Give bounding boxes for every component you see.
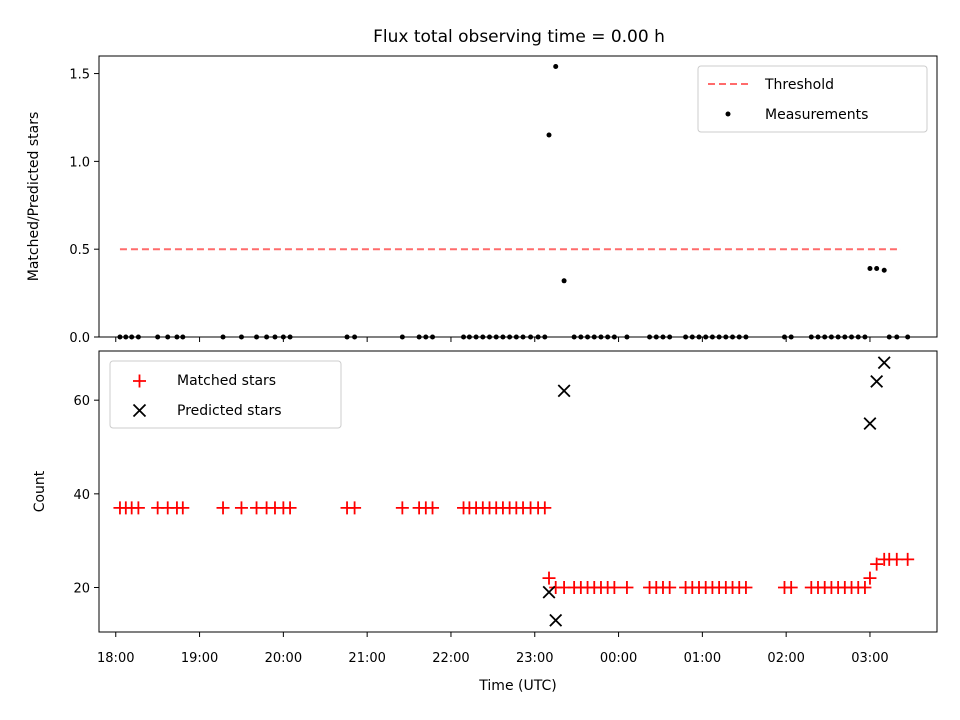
matched-star-point [901, 552, 915, 566]
bottom-y-axis-label: Count [32, 470, 48, 512]
legend-threshold-label: Threshold [764, 77, 834, 93]
legend-measurements-label: Measurements [765, 107, 868, 123]
measurement-point [561, 278, 567, 284]
bottom-legend: Matched stars Predicted stars [109, 360, 342, 429]
chart-title: Flux total observing time = 0.00 h [373, 27, 665, 47]
matched-star-point [538, 501, 552, 515]
top-legend-box [697, 65, 928, 133]
x-tick-label: 23:00 [516, 651, 553, 666]
top-y-tick-label: 0.0 [69, 331, 90, 346]
x-tick-label: 20:00 [265, 651, 302, 666]
x-tick-label: 21:00 [348, 651, 385, 666]
predicted-star-point [542, 585, 556, 599]
matched-star-point [607, 581, 621, 595]
matched-star-point [542, 571, 556, 585]
top-y-tick-label: 1.5 [69, 68, 90, 83]
legend-matched-swatch [133, 374, 146, 388]
matched-star-point [283, 501, 297, 515]
matched-star-point [663, 581, 677, 595]
matched-star-point [863, 571, 877, 585]
bottom-y-axis: 20 40 60 [73, 394, 99, 597]
predicted-star-point [557, 384, 571, 398]
matched-star-point [234, 501, 248, 515]
legend-predicted-swatch [132, 403, 147, 418]
matched-star-point [216, 501, 230, 515]
matched-star-point [784, 581, 798, 595]
top-x-ticks [115, 337, 871, 342]
x-tick-label: 18:00 [97, 651, 134, 666]
predicted-star-point [863, 417, 877, 431]
legend-matched-label: Matched stars [177, 373, 276, 389]
x-axis-label: Time (UTC) [478, 678, 556, 694]
measurement-point [867, 266, 873, 272]
top-y-tick-label: 1.0 [69, 155, 90, 170]
x-tick-label: 03:00 [851, 651, 888, 666]
top-y-tick-label: 0.5 [69, 243, 90, 258]
measurement-point [874, 266, 880, 272]
bottom-y-tick-label: 20 [73, 582, 90, 597]
legend-predicted-label: Predicted stars [177, 403, 282, 419]
x-tick-label: 01:00 [684, 651, 721, 666]
measurement-point [881, 267, 887, 273]
matched-star-point [426, 501, 440, 515]
matched-star-point [176, 501, 190, 515]
top-panel: 0.0 0.5 1.0 1.5 Matched/Predicted stars Thr… [26, 55, 938, 346]
matched-star-point [395, 501, 409, 515]
bottom-panel: 20 40 60 18:00 19:00 20:00 21:00 22:00 23:00 00:… [32, 350, 938, 694]
matched-star-point [348, 501, 362, 515]
legend-measurements-swatch [725, 111, 731, 117]
x-tick-label: 19:00 [181, 651, 218, 666]
predicted-star-point [549, 613, 563, 627]
matched-star-point [890, 552, 904, 566]
x-tick-label: 02:00 [767, 651, 804, 666]
top-y-axis-label: Matched/Predicted stars [26, 112, 42, 282]
x-tick-label: 00:00 [600, 651, 637, 666]
bottom-y-tick-label: 60 [73, 394, 90, 409]
matched-star-point [870, 557, 884, 571]
predicted-star-point [877, 356, 891, 370]
top-plot-frame [98, 55, 938, 338]
bottom-legend-box [109, 360, 342, 429]
x-tick-label: 22:00 [432, 651, 469, 666]
predicted-star-point [870, 375, 884, 388]
matched-star-point [858, 581, 872, 595]
bottom-plot-frame [98, 350, 938, 633]
bottom-x-axis: 18:00 19:00 20:00 21:00 22:00 23:00 00:00 01:00… [97, 632, 889, 666]
top-y-axis: 0.0 0.5 1.0 1.5 [69, 68, 99, 346]
count-points [113, 356, 915, 627]
matched-star-point [131, 501, 145, 515]
measurement-point [553, 64, 559, 70]
matched-star-point [739, 581, 753, 595]
matched-star-point [620, 581, 634, 595]
bottom-y-tick-label: 40 [73, 488, 90, 503]
top-legend: Threshold Measurements [697, 65, 928, 133]
measurement-point [546, 132, 552, 138]
